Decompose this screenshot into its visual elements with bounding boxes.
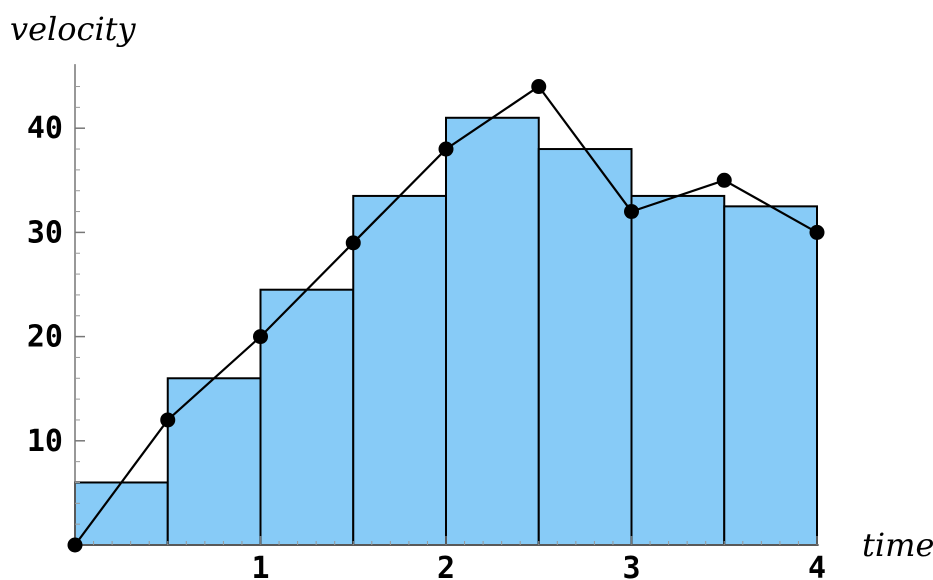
x-tick-label: 2 [437,551,455,580]
bar [166,377,262,546]
y-tick-label: 30 [27,215,63,250]
bar [352,194,447,546]
bar [630,194,726,546]
y-tick-label: 40 [27,111,63,146]
data-point [624,204,639,220]
points-layer [67,79,825,553]
data-point [531,79,547,95]
x-tick-label: 3 [622,551,640,580]
ticks-layer: 10 20 30 40 1 2 3 4 [27,86,826,580]
data-point [67,537,83,553]
data-point [809,224,825,240]
data-point [438,141,454,157]
x-axis-title: time [862,526,933,564]
data-point [716,172,732,188]
bar [537,148,633,546]
bar [445,116,540,546]
y-tick-label: 10 [27,424,63,459]
x-tick-label: 4 [808,551,826,580]
y-tick-label: 20 [27,320,63,355]
data-point [345,235,361,251]
bar [259,288,355,546]
bars-layer [74,116,818,547]
bar [723,205,818,546]
bar [74,481,169,547]
x-tick-label: 1 [251,551,269,580]
data-point [253,329,268,345]
axes-layer [74,64,819,546]
data-point [160,412,176,428]
y-axis-title: velocity [10,10,137,48]
